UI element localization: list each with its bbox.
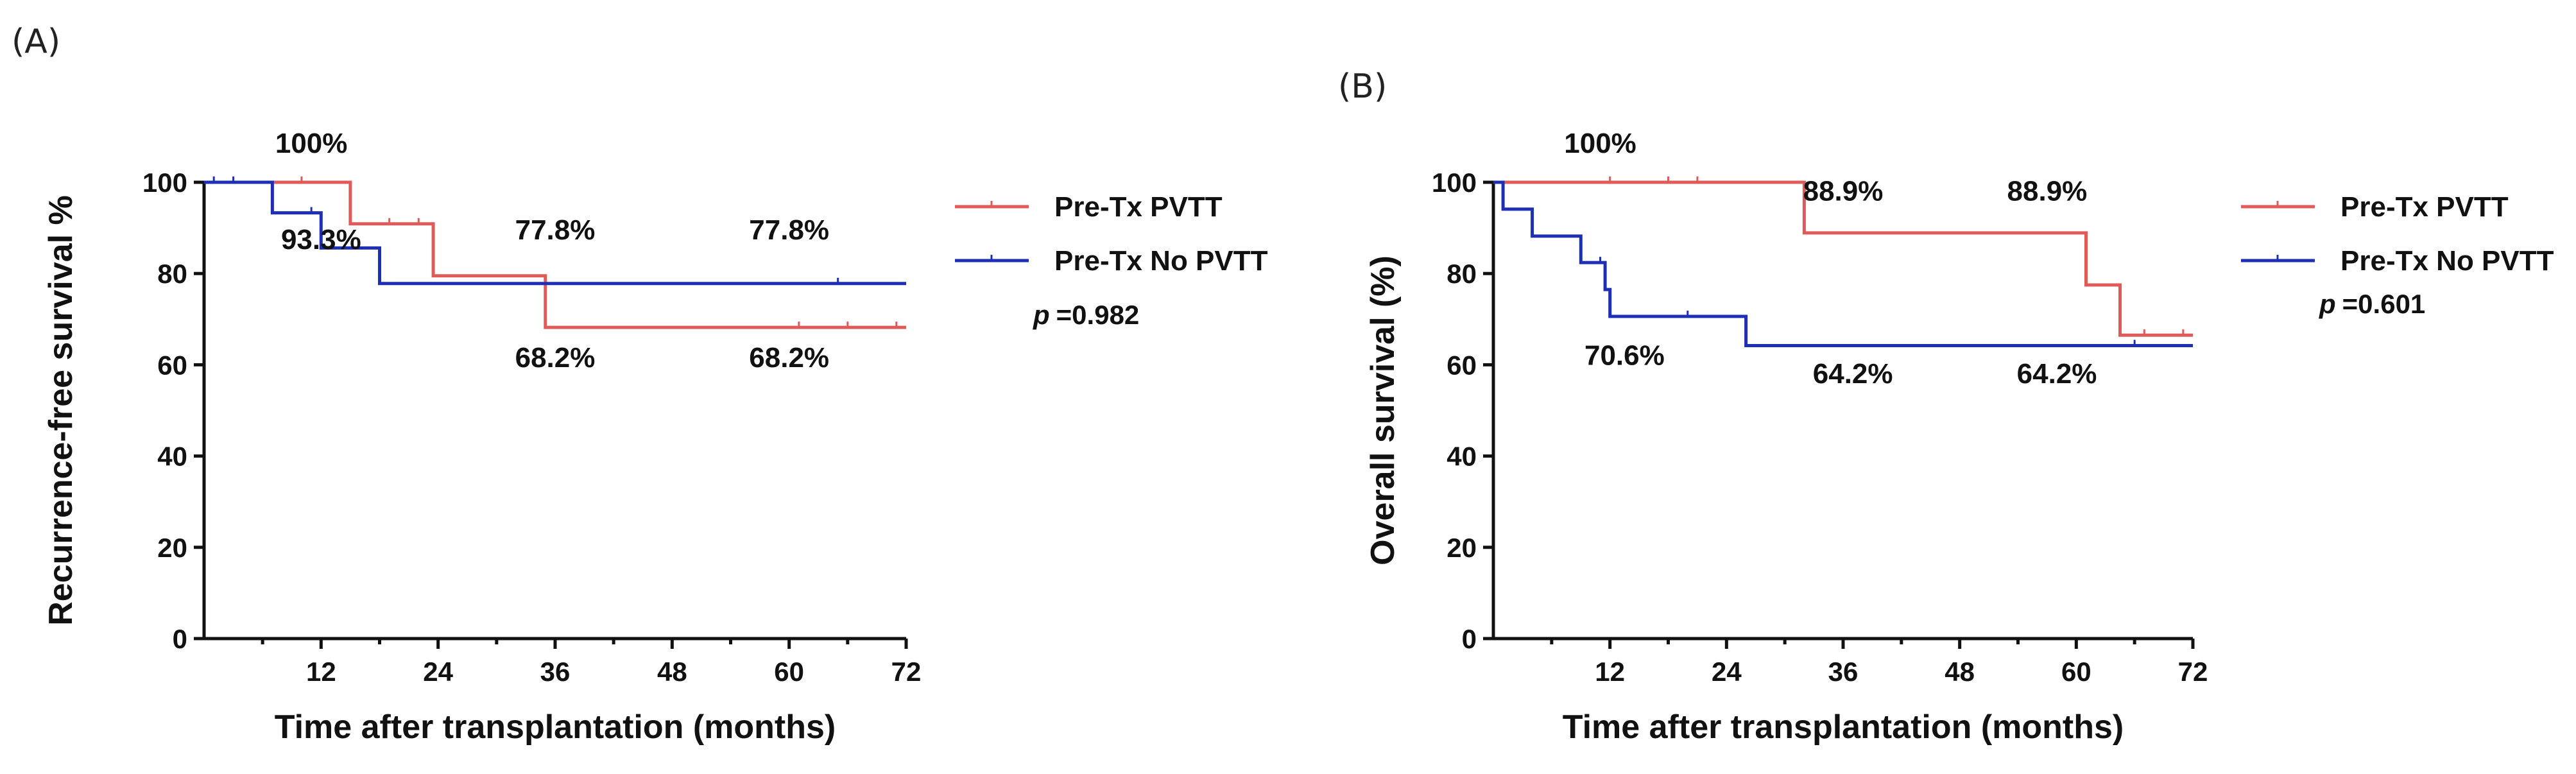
survival-curve-pvtt	[1493, 180, 2193, 337]
y-tick-label: 80	[1447, 259, 1477, 289]
x-tick-label: 36	[1828, 657, 1859, 687]
x-tick-label: 12	[1595, 657, 1625, 687]
survival-annotation: 70.6%	[1584, 340, 1665, 371]
x-tick-label: 48	[1945, 657, 1975, 687]
legend-label-pvtt: Pre-Tx PVTT	[2340, 191, 2509, 223]
survival-annotation: 100%	[1564, 128, 1636, 159]
panel-letter: (A)	[12, 22, 60, 61]
survival-curve-no-pvtt	[204, 180, 906, 286]
p-value: p =0.601	[2319, 289, 2425, 319]
x-axis-title: Time after transplantation (months)	[275, 709, 836, 746]
x-tick-label: 72	[891, 657, 922, 687]
y-tick-label: 0	[1462, 624, 1477, 654]
survival-annotation: 64.2%	[1813, 358, 1893, 390]
y-tick-label: 100	[142, 168, 187, 198]
x-tick-label: 12	[306, 657, 336, 687]
y-tick-label: 20	[1447, 533, 1477, 563]
x-tick-label: 60	[774, 657, 804, 687]
p-value: p =0.982	[1033, 300, 1139, 330]
x-tick-label: 36	[540, 657, 571, 687]
panel-letter: (B)	[1338, 67, 1387, 106]
y-tick-label: 40	[157, 442, 187, 472]
survival-annotation: 100%	[275, 128, 348, 159]
x-tick-label: 24	[423, 657, 453, 687]
survival-annotation: 77.8%	[749, 214, 829, 246]
survival-annotation: 88.9%	[2007, 175, 2088, 207]
y-axis-title: Recurrence-free survival %	[42, 195, 80, 626]
p-label: p	[2319, 289, 2336, 319]
x-tick-label: 24	[1712, 657, 1742, 687]
p-number: =0.982	[1056, 300, 1140, 330]
survival-annotation: 68.2%	[749, 342, 829, 374]
x-tick-label: 60	[2061, 657, 2091, 687]
p-label: p	[1033, 300, 1050, 330]
survival-annotation: 77.8%	[515, 214, 596, 246]
y-tick-label: 100	[1432, 168, 1477, 198]
y-tick-label: 0	[173, 624, 187, 654]
chart-panel-a: (A) 0 20 40 60 80 100 12 24 36 48 60 72 Time after tr…	[12, 22, 1268, 746]
y-tick-label: 60	[157, 350, 187, 380]
legend-label-pvtt: Pre-Tx PVTT	[1054, 191, 1223, 223]
survival-annotation: 93.3%	[281, 224, 361, 255]
survival-annotation: 68.2%	[515, 342, 596, 374]
chart-panel-b: (B) 0 20 40 60 80 100 12 24 36 48 60 72 Time after tr…	[1338, 67, 2554, 746]
survival-annotation: 64.2%	[2017, 358, 2097, 390]
x-tick-label: 48	[657, 657, 687, 687]
survival-curve-pvtt	[272, 180, 906, 329]
x-axis-title: Time after transplantation (months)	[1563, 709, 2124, 746]
p-number: =0.601	[2342, 289, 2426, 319]
survival-annotation: 88.9%	[1803, 175, 1884, 207]
y-axis-title: Overall survival (%)	[1364, 255, 1402, 565]
y-tick-label: 40	[1447, 442, 1477, 472]
legend-label-no-pvtt: Pre-Tx No PVTT	[2340, 245, 2554, 277]
y-tick-label: 80	[157, 259, 187, 289]
y-tick-label: 60	[1447, 350, 1477, 380]
legend-label-no-pvtt: Pre-Tx No PVTT	[1054, 245, 1268, 277]
x-tick-label: 72	[2178, 657, 2208, 687]
y-tick-label: 20	[157, 533, 187, 563]
survival-curve-no-pvtt	[1493, 180, 2193, 347]
